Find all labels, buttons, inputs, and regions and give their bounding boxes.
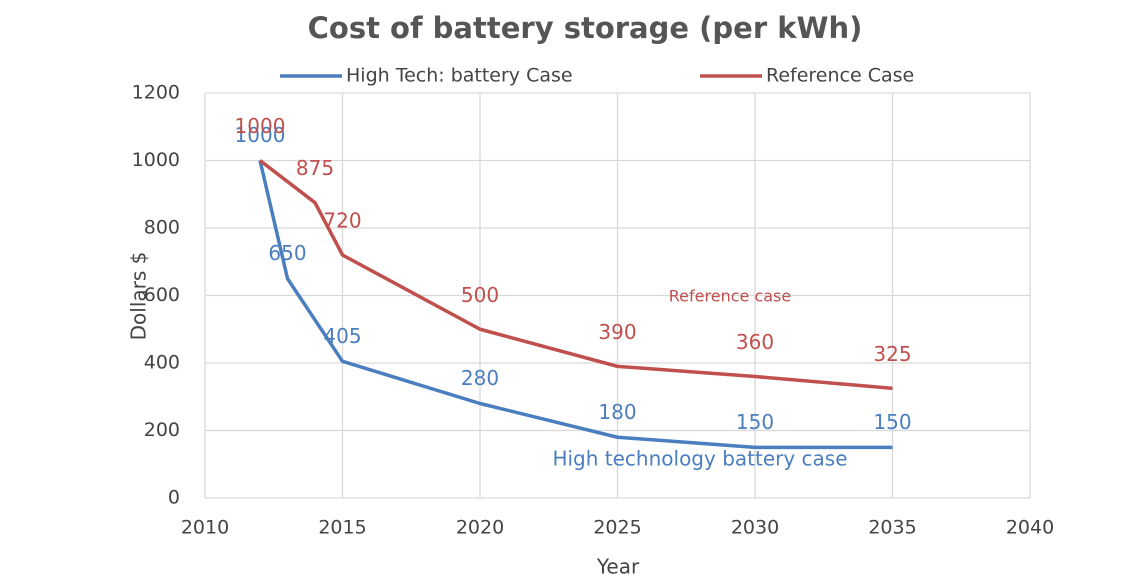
y-tick-label: 600 xyxy=(144,284,180,306)
legend-label: High Tech: battery Case xyxy=(346,65,573,87)
data-label: 1000 xyxy=(235,123,286,147)
data-label: 150 xyxy=(736,410,774,434)
x-tick-label: 2010 xyxy=(181,517,229,539)
data-label: 280 xyxy=(461,366,499,390)
data-label: 650 xyxy=(268,241,306,265)
data-label: 150 xyxy=(873,410,911,434)
data-label: 180 xyxy=(598,400,636,424)
x-tick-label: 2020 xyxy=(456,517,504,539)
data-label: 720 xyxy=(323,209,361,233)
x-axis-label: Year xyxy=(596,555,640,579)
series-line xyxy=(258,159,893,391)
y-tick-label: 800 xyxy=(144,217,180,239)
annotation: Reference case xyxy=(669,287,791,306)
y-axis-label: Dollars $ xyxy=(127,252,151,341)
x-tick-label: 2040 xyxy=(1006,517,1054,539)
x-tick-label: 2015 xyxy=(318,517,366,539)
x-tick-label: 2030 xyxy=(731,517,779,539)
y-tick-label: 200 xyxy=(144,419,180,441)
data-label: 360 xyxy=(736,330,774,354)
x-tick-label: 2035 xyxy=(868,517,916,539)
legend-label: Reference Case xyxy=(766,65,914,87)
y-tick-label: 400 xyxy=(144,352,180,374)
data-label: 500 xyxy=(461,283,499,307)
y-tick-label: 0 xyxy=(168,487,180,509)
data-label: 405 xyxy=(323,324,361,348)
annotation: High technology battery case xyxy=(552,447,847,471)
data-label: 325 xyxy=(873,342,911,366)
data-label: 875 xyxy=(296,156,334,180)
y-tick-label: 1000 xyxy=(132,149,180,171)
data-label: 1000 xyxy=(235,114,286,138)
x-tick-label: 2025 xyxy=(593,517,641,539)
data-label: 390 xyxy=(598,320,636,344)
y-tick-label: 1200 xyxy=(132,82,180,104)
chart-title: Cost of battery storage (per kWh) xyxy=(308,11,863,45)
series-line xyxy=(258,160,893,450)
